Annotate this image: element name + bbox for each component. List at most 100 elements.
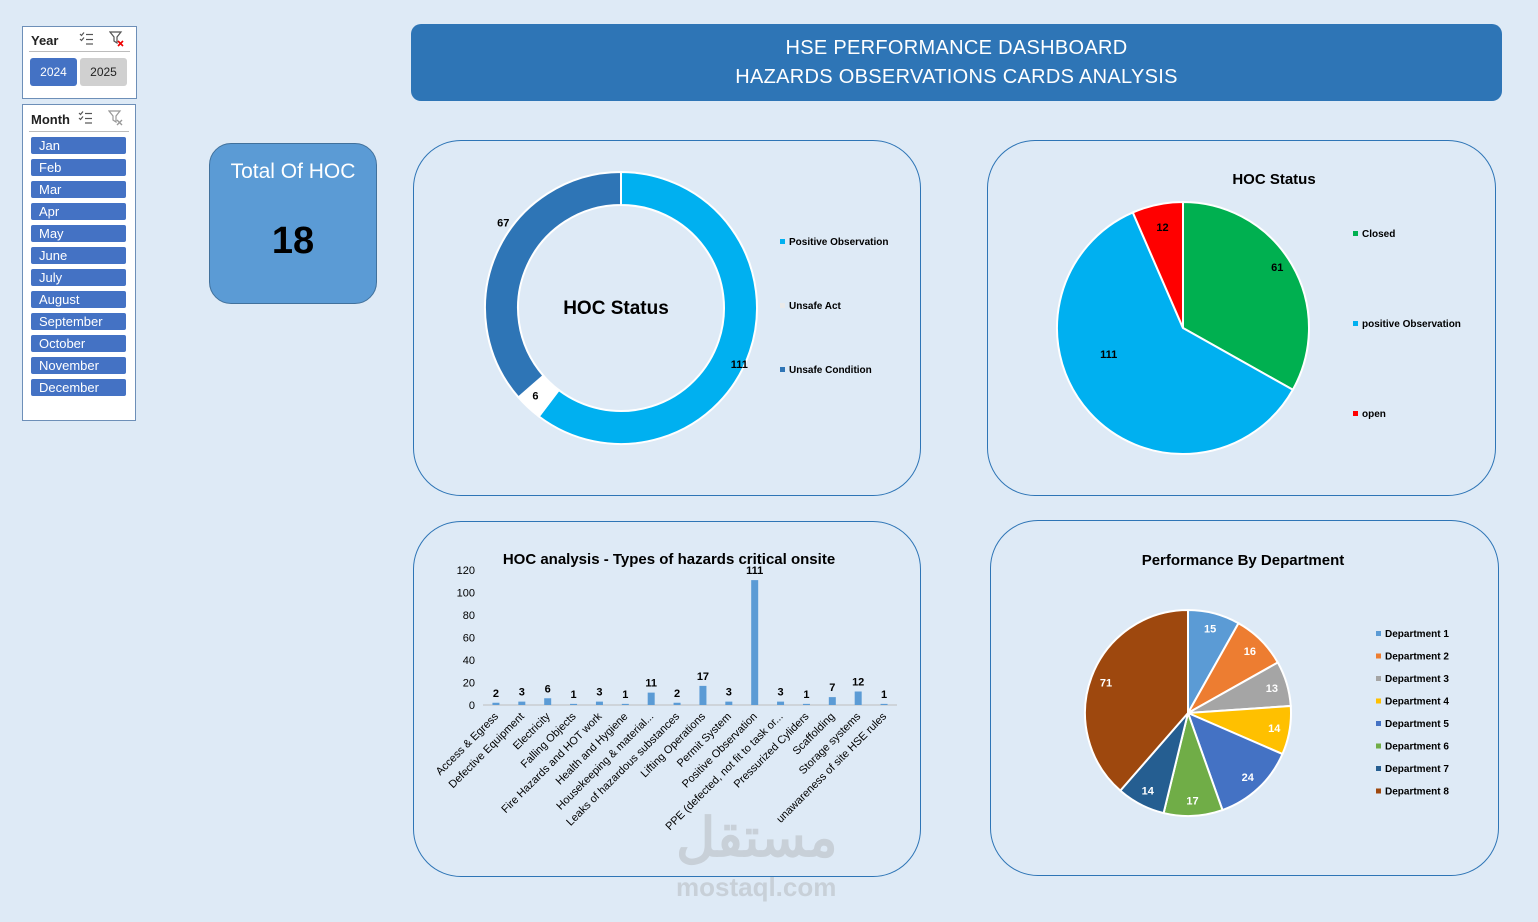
chart-title: HOC Status: [1232, 171, 1315, 188]
year-option-2024[interactable]: 2024: [30, 58, 77, 86]
y-tick-label-60: 60: [463, 633, 475, 645]
total-hoc-label: Total Of HOC: [230, 160, 356, 183]
legend-entry-department-4: Department 4: [1385, 697, 1449, 708]
bar-leaks-of-hazardous-substances: [673, 702, 681, 705]
month-option-december[interactable]: December: [31, 379, 126, 396]
data-label-department-5: 24: [1242, 772, 1255, 784]
watermark-latin: mostaql.com: [676, 872, 837, 902]
data-label-defective-equipment: 3: [519, 687, 525, 699]
legend-swatch-department-2: [1376, 653, 1381, 659]
legend-swatch-department-5: [1376, 721, 1381, 726]
bar-ppe-defected-not-fit-to-task-or: [777, 701, 785, 705]
legend-swatch-department-6: [1376, 743, 1381, 749]
data-label-pressurized-cyliders: 1: [803, 689, 809, 701]
slice-department-8: [1084, 608, 1189, 793]
hazard-types-chart-panel: HOC analysis - Types of hazards critical…: [413, 521, 921, 877]
hoc-status-pie-chart: HOC Status 61 111 12 Closed positive Observat…: [1056, 171, 1461, 455]
month-option-july[interactable]: July: [31, 269, 126, 286]
dashboard-title: HSE PERFORMANCE DASHBOARD: [785, 37, 1128, 59]
bar-health-and-hygiene: [621, 703, 629, 705]
data-label-department-2: 16: [1244, 646, 1256, 658]
month-option-mar[interactable]: Mar: [31, 181, 126, 198]
data-label-department-3: 13: [1266, 683, 1278, 695]
multi-select-icon[interactable]: [78, 31, 94, 47]
legend-swatch-unsafe-condition: [780, 367, 785, 372]
multi-select-icon[interactable]: [77, 110, 93, 126]
y-tick-label-20: 20: [463, 678, 475, 690]
month-option-may[interactable]: May: [31, 225, 126, 242]
watermark-arabic: مستقل: [676, 808, 838, 868]
data-label-department-6: 17: [1186, 795, 1198, 807]
legend-swatch-department-3: [1376, 676, 1381, 681]
slice-open: [1131, 200, 1184, 329]
legend-swatch-positive-observation: [1353, 321, 1358, 326]
data-label-ppe-defected-not-fit-to-task-or: 3: [778, 687, 784, 699]
month-option-june[interactable]: June: [31, 247, 126, 264]
bar-fire-hazards-and-hot-work: [595, 701, 603, 705]
bar-electricity: [544, 698, 552, 705]
chart-title: HOC Status: [563, 298, 669, 319]
bar-defective-equipment: [518, 701, 526, 705]
data-label-storage-systems: 12: [852, 677, 864, 689]
bar-positive-observation: [751, 580, 759, 705]
bar-storage-systems: [854, 691, 862, 705]
data-label-unsafe-condition: 67: [497, 218, 509, 230]
dashboard-title-banner: HSE PERFORMANCE DASHBOARD HAZARDS OBSERV…: [411, 24, 1502, 101]
data-label-department-8: 71: [1100, 677, 1112, 689]
month-option-august[interactable]: August: [31, 291, 126, 308]
month-option-feb[interactable]: Feb: [31, 159, 126, 176]
legend-entry-closed: Closed: [1362, 229, 1395, 240]
legend-entry-positive-observation: Positive Observation: [789, 237, 888, 248]
data-label-department-1: 15: [1204, 623, 1216, 635]
y-tick-label-40: 40: [463, 655, 475, 667]
y-tick-label-120: 120: [457, 565, 475, 577]
department-chart-panel: Performance By Department 15 16 13 14 24 17 14 7…: [990, 520, 1499, 876]
legend-entry-department-3: Department 3: [1385, 674, 1449, 685]
bar-scaffolding: [828, 697, 836, 705]
hoc-status-doughnut-chart: 111 6 67 HOC Status Positive Observation Unsa…: [484, 170, 888, 445]
month-slicer-title: Month: [31, 112, 70, 127]
year-option-2025[interactable]: 2025: [80, 58, 127, 86]
data-label-positive-observation: 111: [1100, 349, 1117, 361]
dashboard-subtitle: HAZARDS OBSERVATIONS CARDS ANALYSIS: [735, 66, 1178, 88]
data-label-unawareness-of-site-hse-rules: 1: [881, 689, 887, 701]
month-option-apr[interactable]: Apr: [31, 203, 126, 220]
bar-access-egress: [492, 702, 500, 705]
data-label-health-and-hygiene: 1: [622, 689, 628, 701]
bar-falling-objects: [570, 703, 578, 705]
data-label-leaks-of-hazardous-substances: 2: [674, 688, 680, 700]
data-label-housekeeping-material: 11: [645, 678, 657, 690]
department-pie-chart: Performance By Department 15 16 13 14 24 17 14 7…: [1084, 552, 1449, 817]
hazard-types-bar-chart: HOC analysis - Types of hazards critical…: [434, 551, 897, 833]
data-label-positive-observation: 111: [731, 359, 748, 371]
data-label-department-4: 14: [1268, 723, 1281, 735]
data-label-open: 12: [1156, 222, 1168, 234]
legend-swatch-department-4: [1376, 698, 1381, 704]
legend-entry-department-5: Department 5: [1385, 719, 1449, 730]
legend-swatch-open: [1353, 411, 1358, 416]
slice-department-5: [1186, 711, 1284, 812]
data-label-fire-hazards-and-hot-work: 3: [596, 687, 602, 699]
slice-positive-observation: [537, 170, 758, 445]
month-option-october[interactable]: October: [31, 335, 126, 352]
year-slicer: Year 2024 2025: [22, 26, 137, 99]
month-option-september[interactable]: September: [31, 313, 126, 330]
chart-title: HOC analysis - Types of hazards critical…: [503, 551, 835, 568]
month-option-jan[interactable]: Jan: [31, 137, 126, 154]
bar-permit-system: [725, 701, 733, 705]
y-tick-label-100: 100: [457, 588, 475, 600]
slice-unsafe-condition: [484, 170, 622, 399]
year-slicer-title: Year: [31, 33, 59, 48]
data-label-permit-system: 3: [726, 687, 732, 699]
legend-entry-department-7: Department 7: [1385, 764, 1449, 775]
legend-entry-department-6: Department 6: [1385, 742, 1449, 753]
y-tick-label-80: 80: [463, 610, 475, 622]
data-label-department-7: 14: [1142, 786, 1155, 798]
total-hoc-card: Total Of HOC 18: [209, 143, 377, 304]
bar-housekeeping-material: [647, 692, 655, 705]
month-option-november[interactable]: November: [31, 357, 126, 374]
clear-filter-icon[interactable]: [108, 31, 125, 47]
legend-entry-open: open: [1362, 409, 1386, 420]
legend-entry-department-2: Department 2: [1385, 652, 1449, 663]
clear-filter-icon[interactable]: [107, 110, 124, 126]
